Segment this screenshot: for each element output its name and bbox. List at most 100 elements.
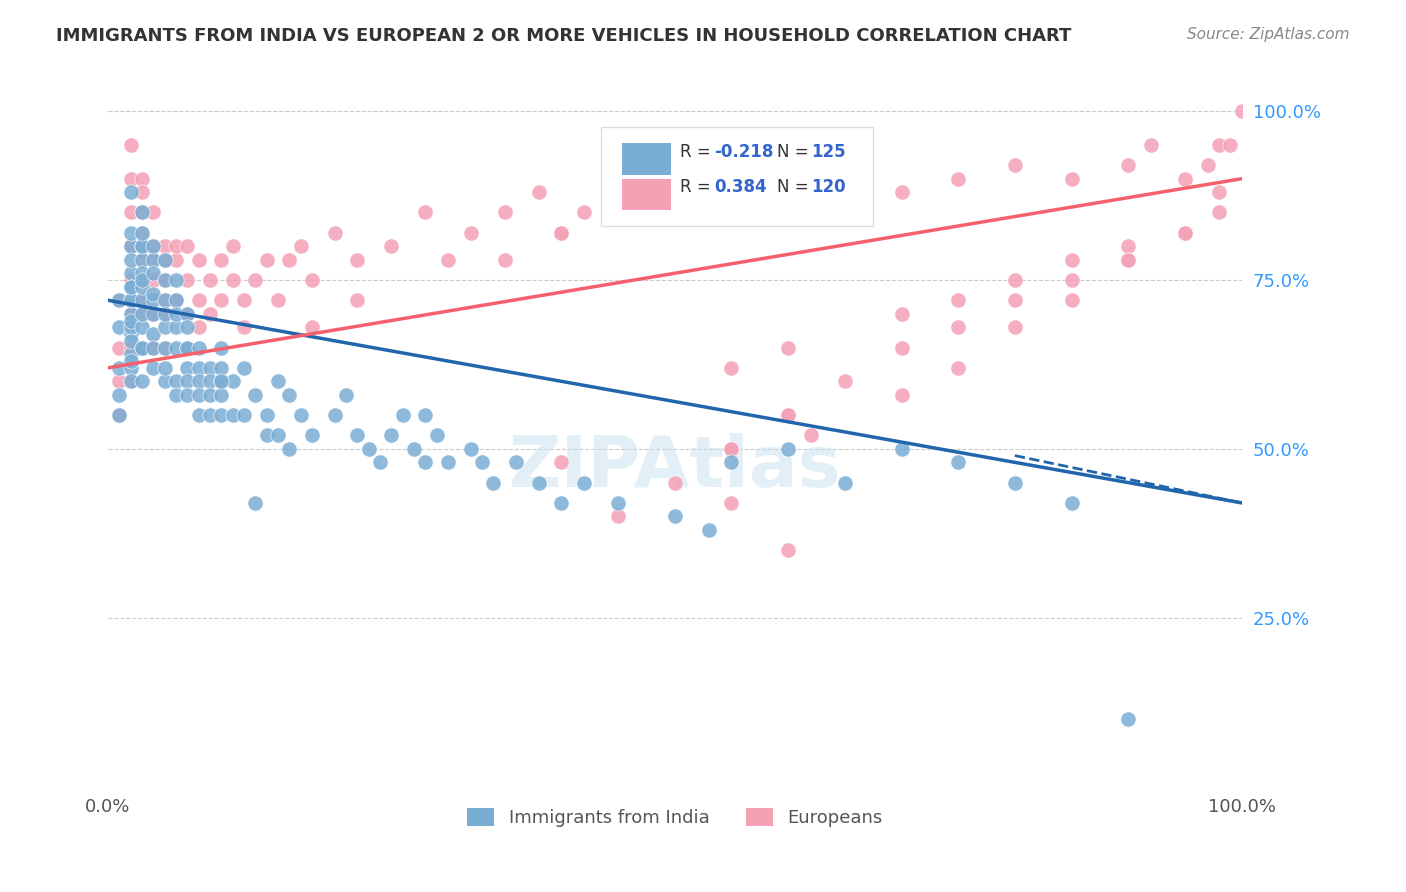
- Point: [720, 360, 742, 375]
- Point: [946, 171, 969, 186]
- Point: [221, 374, 243, 388]
- Point: [176, 374, 198, 388]
- Point: [664, 205, 686, 219]
- Point: [1116, 252, 1139, 267]
- Point: [572, 475, 595, 490]
- Point: [142, 252, 165, 267]
- Point: [346, 428, 368, 442]
- Point: [527, 475, 550, 490]
- Point: [120, 239, 142, 253]
- Point: [108, 374, 131, 388]
- Point: [1116, 712, 1139, 726]
- Point: [176, 360, 198, 375]
- Point: [890, 186, 912, 200]
- Point: [221, 273, 243, 287]
- Point: [346, 293, 368, 308]
- Point: [494, 205, 516, 219]
- Point: [290, 408, 312, 422]
- Point: [778, 442, 800, 456]
- Point: [142, 252, 165, 267]
- Point: [153, 293, 176, 308]
- Point: [131, 239, 153, 253]
- Point: [245, 273, 267, 287]
- Point: [1174, 226, 1197, 240]
- Point: [256, 252, 278, 267]
- FancyBboxPatch shape: [621, 144, 672, 175]
- Point: [120, 326, 142, 341]
- Point: [290, 239, 312, 253]
- Point: [415, 205, 437, 219]
- Point: [335, 388, 357, 402]
- Point: [142, 239, 165, 253]
- Point: [800, 428, 823, 442]
- Point: [301, 428, 323, 442]
- Point: [460, 442, 482, 456]
- Point: [120, 347, 142, 361]
- Point: [437, 252, 460, 267]
- Point: [176, 341, 198, 355]
- Point: [131, 205, 153, 219]
- Point: [120, 239, 142, 253]
- Point: [1060, 252, 1083, 267]
- Point: [607, 186, 630, 200]
- Point: [572, 205, 595, 219]
- Point: [142, 360, 165, 375]
- Point: [120, 293, 142, 308]
- Point: [131, 226, 153, 240]
- Point: [153, 374, 176, 388]
- Point: [550, 226, 572, 240]
- Point: [890, 388, 912, 402]
- Point: [120, 205, 142, 219]
- Point: [471, 455, 494, 469]
- Point: [834, 475, 856, 490]
- Point: [108, 293, 131, 308]
- Point: [120, 374, 142, 388]
- Point: [142, 326, 165, 341]
- Text: Source: ZipAtlas.com: Source: ZipAtlas.com: [1187, 27, 1350, 42]
- Point: [1208, 186, 1230, 200]
- Point: [1004, 158, 1026, 172]
- Point: [120, 293, 142, 308]
- Point: [550, 226, 572, 240]
- Text: 125: 125: [811, 143, 845, 161]
- Point: [153, 293, 176, 308]
- Point: [267, 374, 290, 388]
- Point: [131, 307, 153, 321]
- Text: ZIPAtlas: ZIPAtlas: [509, 433, 841, 502]
- Point: [142, 307, 165, 321]
- Point: [221, 408, 243, 422]
- Point: [778, 543, 800, 558]
- Point: [142, 293, 165, 308]
- Point: [720, 205, 742, 219]
- Point: [1004, 293, 1026, 308]
- Point: [267, 293, 290, 308]
- Text: R =: R =: [681, 143, 717, 161]
- Point: [131, 266, 153, 280]
- Point: [142, 239, 165, 253]
- Point: [245, 388, 267, 402]
- Point: [209, 374, 232, 388]
- Point: [198, 388, 221, 402]
- Point: [505, 455, 527, 469]
- Point: [142, 273, 165, 287]
- Point: [834, 374, 856, 388]
- Point: [120, 360, 142, 375]
- Point: [187, 388, 209, 402]
- Point: [176, 307, 198, 321]
- Point: [527, 186, 550, 200]
- Point: [187, 341, 209, 355]
- Point: [153, 239, 176, 253]
- Point: [165, 341, 187, 355]
- Point: [131, 171, 153, 186]
- Point: [120, 341, 142, 355]
- Point: [233, 293, 256, 308]
- Point: [142, 205, 165, 219]
- Point: [142, 341, 165, 355]
- Point: [131, 252, 153, 267]
- Point: [946, 360, 969, 375]
- Point: [131, 293, 153, 308]
- Point: [120, 138, 142, 153]
- Point: [131, 279, 153, 293]
- Point: [209, 408, 232, 422]
- Point: [437, 455, 460, 469]
